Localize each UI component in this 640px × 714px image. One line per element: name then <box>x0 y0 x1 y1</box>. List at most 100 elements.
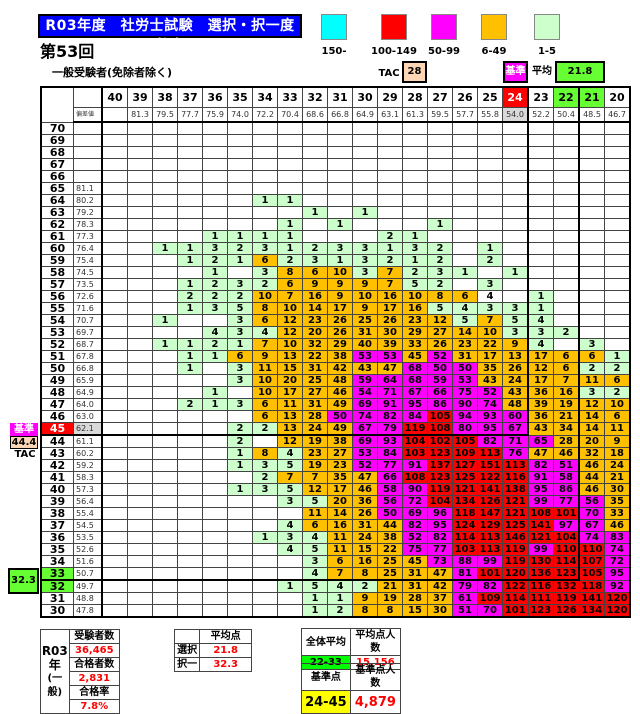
frequency-cell <box>101 278 128 291</box>
frequency-cell <box>427 170 453 183</box>
frequency-cell <box>527 254 554 267</box>
frequency-cell: 11 <box>302 507 328 520</box>
table-row: 54 70.7 1 3 6 12 23 26 25 26 23 12 5 7 5 4 <box>40 314 631 327</box>
frequency-cell: 3 <box>252 266 278 279</box>
frequency-cell: 1 <box>177 362 203 375</box>
frequency-cell <box>127 146 153 159</box>
frequency-cell <box>227 182 253 195</box>
frequency-cell <box>227 519 253 532</box>
frequency-cell <box>252 567 278 581</box>
frequency-cell <box>477 182 503 195</box>
frequency-cell <box>302 146 328 159</box>
frequency-cell <box>452 146 478 159</box>
frequency-cell <box>227 218 253 231</box>
frequency-cell: 14 <box>302 302 328 315</box>
frequency-cell: 25 <box>377 555 403 568</box>
frequency-cell: 12 <box>578 398 605 411</box>
column-deviation: 81.3 <box>127 107 153 123</box>
frequency-cell: 12 <box>277 434 303 448</box>
kijun-sentaku-marker: 基準 <box>503 61 528 83</box>
frequency-cell <box>502 182 529 195</box>
frequency-cell: 1 <box>352 206 378 219</box>
frequency-cell: 146 <box>502 531 529 544</box>
frequency-cell <box>578 218 605 231</box>
frequency-cell: 49 <box>327 398 353 411</box>
frequency-cell: 79 <box>377 422 403 436</box>
column-header-28: 28 <box>402 86 428 108</box>
frequency-cell <box>177 386 203 399</box>
frequency-cell <box>152 362 178 375</box>
frequency-cell: 1 <box>277 218 303 231</box>
frequency-cell <box>452 218 478 231</box>
row-score: 41 <box>40 471 74 484</box>
frequency-cell <box>352 146 378 159</box>
frequency-cell <box>127 278 153 291</box>
frequency-cell: 1 <box>227 447 253 460</box>
frequency-cell <box>127 398 153 411</box>
frequency-cell: 1 <box>177 242 203 255</box>
frequency-cell: 1 <box>152 314 178 327</box>
frequency-cell <box>527 206 554 219</box>
row-score: 45 <box>40 422 74 436</box>
frequency-cell <box>352 194 378 207</box>
frequency-cell: 126 <box>477 495 503 508</box>
frequency-cell <box>101 302 128 315</box>
frequency-cell <box>227 604 253 618</box>
frequency-cell: 24 <box>352 531 378 544</box>
row-score: 42 <box>40 459 74 472</box>
frequency-cell: 107 <box>578 555 605 568</box>
frequency-cell: 2 <box>227 290 253 303</box>
frequency-cell: 16 <box>377 290 403 303</box>
frequency-cell <box>277 555 303 568</box>
kijun-table: 基準点 基準点人数 24-45 4,879 <box>301 663 402 714</box>
frequency-cell: 31 <box>352 519 378 532</box>
frequency-cell: 5 <box>277 483 303 496</box>
frequency-cell <box>177 592 203 605</box>
table-row: 64 80.2 1 1 <box>40 194 631 207</box>
frequency-cell: 35 <box>477 362 503 375</box>
frequency-cell: 1 <box>177 302 203 315</box>
frequency-cell: 35 <box>604 495 631 508</box>
frequency-cell: 113 <box>502 459 529 472</box>
table-row: 46 63.0 6 13 28 50 74 82 84 105 94 93 60 36 21 14 6 <box>40 410 631 423</box>
frequency-cell: 114 <box>452 531 478 544</box>
frequency-cell: 101 <box>553 507 580 520</box>
frequency-cell <box>578 278 605 291</box>
frequency-cell <box>152 398 178 411</box>
frequency-cell: 2 <box>277 254 303 267</box>
frequency-cell <box>152 278 178 291</box>
row-deviation: 49.7 <box>73 579 103 593</box>
frequency-cell <box>402 218 428 231</box>
frequency-cell <box>101 531 128 544</box>
frequency-cell <box>152 471 178 484</box>
frequency-cell: 67 <box>578 519 605 532</box>
frequency-cell: 95 <box>402 398 428 411</box>
frequency-cell <box>427 194 453 207</box>
row-deviation: 71.6 <box>73 302 103 315</box>
frequency-cell: 138 <box>502 483 529 496</box>
frequency-cell: 116 <box>527 579 554 593</box>
frequency-cell: 46 <box>327 386 353 399</box>
pass-rate-value: 7.8% <box>68 699 121 714</box>
avg-sentaku-marker: 21.8 <box>555 61 605 83</box>
frequency-cell: 24 <box>502 374 529 387</box>
frequency-cell: 64 <box>377 374 403 387</box>
column-deviation: 50.4 <box>553 107 580 123</box>
frequency-cell <box>127 434 153 448</box>
frequency-cell: 13 <box>277 350 303 363</box>
frequency-cell: 25 <box>302 374 328 387</box>
frequency-cell: 35 <box>327 471 353 484</box>
frequency-cell: 6 <box>227 350 253 363</box>
frequency-cell <box>252 206 278 219</box>
row-score: 43 <box>40 447 74 460</box>
frequency-cell <box>377 194 403 207</box>
frequency-cell: 38 <box>327 434 353 448</box>
row-score: 35 <box>40 543 74 556</box>
frequency-cell: 21 <box>604 471 631 484</box>
frequency-cell: 19 <box>302 459 328 472</box>
frequency-cell <box>527 158 554 171</box>
frequency-cell <box>527 194 554 207</box>
frequency-cell <box>578 290 605 303</box>
frequency-cell <box>177 519 203 532</box>
frequency-cell: 101 <box>502 604 529 618</box>
